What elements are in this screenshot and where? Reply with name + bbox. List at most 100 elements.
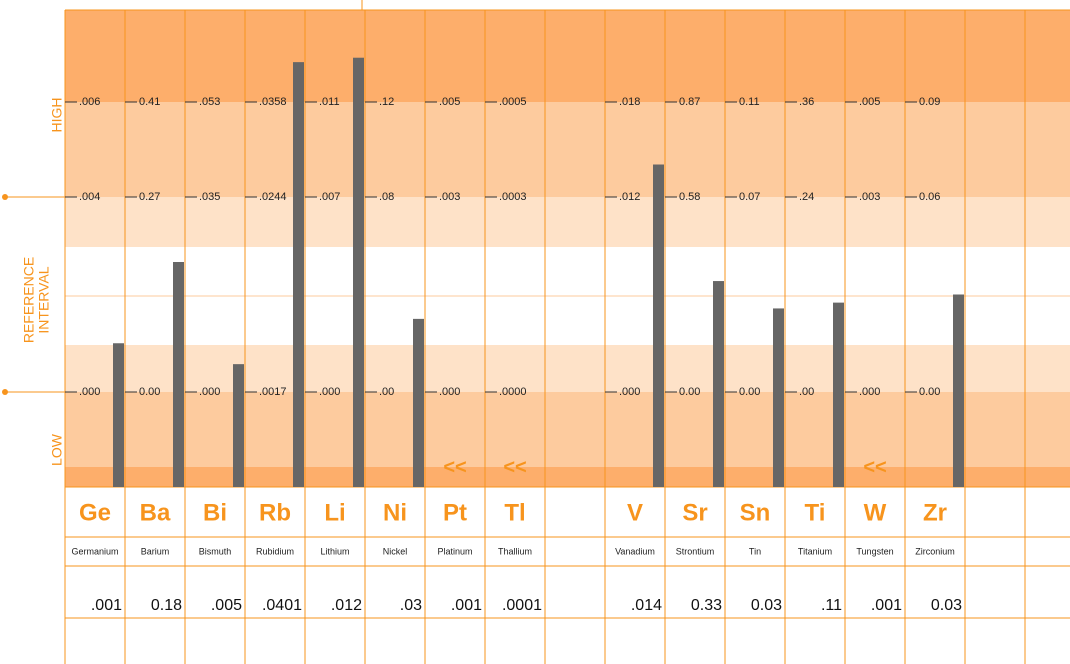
band-high <box>65 10 1070 102</box>
high-label: HIGH <box>49 98 65 133</box>
tick-label: .24 <box>799 191 814 203</box>
tick-label: .006 <box>79 96 100 108</box>
tick-label: .000 <box>199 386 220 398</box>
reference-label: INTERVAL <box>36 266 52 333</box>
element-name: Thallium <box>498 546 532 556</box>
element-name: Germanium <box>71 546 118 556</box>
tick-label: .003 <box>439 191 460 203</box>
result: .001 <box>451 597 482 614</box>
result: .001 <box>871 597 902 614</box>
element-name: Lithium <box>320 546 349 556</box>
tick-label: .005 <box>439 96 460 108</box>
result: 0.33 <box>691 597 722 614</box>
tick-label: 0.06 <box>919 191 940 203</box>
element-name: Tungsten <box>856 546 893 556</box>
symbol: Ba <box>140 499 171 526</box>
symbol: Rb <box>259 499 291 526</box>
pointer-dot <box>2 194 8 200</box>
bar <box>233 364 244 487</box>
tick-label: .000 <box>79 386 100 398</box>
result: .0401 <box>262 597 302 614</box>
symbol: Sn <box>740 499 771 526</box>
band-low <box>65 467 1070 487</box>
tick-label: .018 <box>619 96 640 108</box>
tick-label: 0.58 <box>679 191 700 203</box>
band <box>65 392 1070 467</box>
tick-label: 0.00 <box>739 386 760 398</box>
symbol: Bi <box>203 499 227 526</box>
tick-label: .0000 <box>499 386 527 398</box>
band <box>65 345 1070 392</box>
pointer-dot <box>2 389 8 395</box>
result: .014 <box>631 597 662 614</box>
tick-label: .012 <box>619 191 640 203</box>
tick-label: .000 <box>619 386 640 398</box>
tick-label: .011 <box>319 96 340 108</box>
element-name: Rubidium <box>256 546 294 556</box>
below-flag: << <box>863 456 886 478</box>
element-name: Zirconium <box>915 546 955 556</box>
tick-label: .007 <box>319 191 340 203</box>
result: .11 <box>821 597 842 614</box>
bar <box>173 262 184 487</box>
symbol: Ni <box>383 499 407 526</box>
tick-label: .0358 <box>259 96 287 108</box>
bar <box>113 343 124 487</box>
symbol: W <box>864 499 887 526</box>
element-name: Vanadium <box>615 546 655 556</box>
band <box>65 197 1070 247</box>
tick-label: 0.00 <box>679 386 700 398</box>
tick-label: .005 <box>859 96 880 108</box>
band <box>65 102 1070 197</box>
tick-label: .00 <box>379 386 394 398</box>
symbol: Pt <box>443 499 467 526</box>
result: .012 <box>331 597 362 614</box>
tick-label: .000 <box>859 386 880 398</box>
tick-label: .000 <box>439 386 460 398</box>
result: 0.18 <box>151 597 182 614</box>
tick-label: .0003 <box>499 191 527 203</box>
symbol: Ge <box>79 499 111 526</box>
bar <box>413 318 424 487</box>
tick-label: .004 <box>79 191 100 203</box>
tick-label: .0005 <box>499 96 527 108</box>
bar <box>833 302 844 487</box>
tick-label: .0244 <box>259 191 287 203</box>
tick-label: .12 <box>379 96 394 108</box>
element-name: Strontium <box>676 546 715 556</box>
tick-label: .003 <box>859 191 880 203</box>
result: 0.03 <box>751 597 782 614</box>
tick-label: 0.41 <box>139 96 160 108</box>
tick-label: .36 <box>799 96 814 108</box>
result: .001 <box>91 597 122 614</box>
tick-label: .0017 <box>259 386 287 398</box>
symbol: Tl <box>504 499 525 526</box>
bar <box>713 281 724 487</box>
symbol: Ti <box>805 499 826 526</box>
result: 0.03 <box>931 597 962 614</box>
tick-label: 0.00 <box>919 386 940 398</box>
tick-label: 0.87 <box>679 96 700 108</box>
below-flag: << <box>503 456 526 478</box>
tick-label: 0.07 <box>739 191 760 203</box>
symbol: Li <box>324 499 345 526</box>
symbol: Sr <box>682 499 707 526</box>
tick-label: 0.09 <box>919 96 940 108</box>
bar <box>953 294 964 487</box>
element-name: Bismuth <box>199 546 232 556</box>
tick-label: .00 <box>799 386 814 398</box>
element-name: Platinum <box>437 546 472 556</box>
low-label: LOW <box>49 433 65 466</box>
result: .005 <box>211 597 242 614</box>
element-name: Barium <box>141 546 170 556</box>
bar <box>353 57 364 487</box>
tick-label: .08 <box>379 191 394 203</box>
tick-label: 0.00 <box>139 386 160 398</box>
symbol: V <box>627 499 643 526</box>
tick-label: .035 <box>199 191 220 203</box>
element-name: Tin <box>749 546 761 556</box>
result: .03 <box>400 597 422 614</box>
element-name: Nickel <box>383 546 408 556</box>
reference-label: REFERENCE <box>21 257 37 343</box>
